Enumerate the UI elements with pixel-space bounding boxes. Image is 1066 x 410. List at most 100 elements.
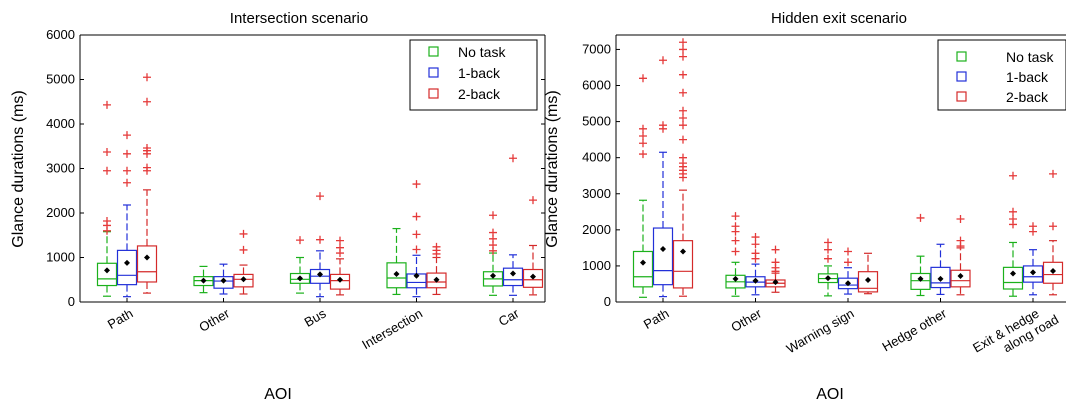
box-1-back-warning-sign bbox=[837, 247, 859, 295]
outlier-point bbox=[529, 196, 537, 205]
mean-marker bbox=[1030, 269, 1036, 276]
x-tick-label-bus: Bus bbox=[302, 305, 329, 329]
x-tick-label-path: Path bbox=[641, 306, 672, 332]
y-axis-label: Glance durations (ms) bbox=[544, 90, 561, 247]
outlier-point bbox=[824, 245, 832, 254]
mean-marker bbox=[200, 277, 207, 284]
outlier-point bbox=[103, 166, 111, 175]
box-iqr bbox=[632, 250, 654, 288]
mean-marker bbox=[752, 277, 759, 284]
outlier-point bbox=[412, 230, 421, 239]
outlier-point bbox=[639, 150, 647, 159]
mean-marker bbox=[1010, 270, 1016, 277]
outlier-point bbox=[1009, 207, 1017, 216]
y-tick-label: 3000 bbox=[46, 161, 75, 176]
box-iqr bbox=[857, 271, 879, 293]
chart-intersection: Intersection scenario Glance durations (… bbox=[10, 10, 546, 403]
outlier-point bbox=[336, 236, 344, 245]
legend-swatch-2-back bbox=[956, 91, 967, 102]
box-iqr bbox=[1042, 261, 1064, 284]
legend-label-1-back: 1-back bbox=[458, 65, 501, 81]
outlier-point bbox=[751, 233, 760, 242]
box-1-back-car bbox=[502, 154, 524, 296]
mean-marker bbox=[124, 259, 130, 266]
mean-marker bbox=[772, 279, 779, 286]
outlier-point bbox=[123, 178, 131, 187]
y-tick-label: 1000 bbox=[46, 250, 75, 265]
box-no-task-path bbox=[632, 74, 654, 298]
mean-marker bbox=[220, 277, 227, 284]
legend-label-no-task: No task bbox=[458, 44, 506, 60]
mean-marker bbox=[510, 270, 516, 277]
box-iqr bbox=[652, 227, 674, 286]
mean-marker bbox=[413, 272, 420, 279]
outlier-point bbox=[123, 131, 131, 140]
box-1-back-other bbox=[745, 233, 766, 296]
outlier-point bbox=[412, 212, 421, 221]
outlier-point bbox=[639, 124, 647, 133]
outlier-point bbox=[509, 154, 517, 163]
outlier-point bbox=[679, 45, 687, 54]
box-2-back-car bbox=[522, 196, 544, 296]
box-plots bbox=[96, 73, 544, 298]
mean-marker bbox=[1050, 267, 1056, 274]
mean-marker bbox=[317, 271, 323, 278]
box-2-back-other bbox=[233, 229, 254, 295]
outlier-point bbox=[412, 180, 421, 189]
mean-marker bbox=[865, 276, 871, 283]
box-iqr bbox=[837, 277, 859, 290]
legend-label-2-back: 2-back bbox=[458, 86, 501, 102]
box-no-task-hedge-other bbox=[910, 213, 931, 297]
outlier-point bbox=[143, 73, 151, 82]
outlier-point bbox=[824, 238, 832, 247]
mean-marker bbox=[640, 259, 646, 266]
y-tick-label: 1000 bbox=[582, 258, 611, 273]
outlier-point bbox=[123, 166, 131, 175]
mean-marker bbox=[917, 275, 924, 282]
x-tick-label-path: Path bbox=[105, 306, 136, 332]
box-no-task-other bbox=[193, 265, 214, 294]
outlier-point bbox=[639, 74, 647, 83]
y-tick-label: 0 bbox=[604, 294, 611, 309]
outlier-point bbox=[639, 139, 647, 148]
outlier-point bbox=[824, 254, 832, 263]
box-iqr bbox=[329, 273, 351, 290]
box-plots bbox=[632, 38, 1064, 298]
box-iqr bbox=[522, 268, 544, 288]
box-iqr bbox=[930, 266, 951, 289]
outlier-point bbox=[956, 215, 965, 224]
outlier-point bbox=[103, 217, 111, 226]
y-tick-label: 6000 bbox=[46, 27, 75, 42]
box-iqr bbox=[136, 245, 158, 283]
mean-marker bbox=[732, 275, 739, 282]
outlier-point bbox=[239, 229, 248, 238]
box-iqr bbox=[116, 249, 138, 286]
outlier-point bbox=[844, 258, 852, 267]
y-tick-label: 6000 bbox=[582, 78, 611, 93]
box-2-back-exit-hedge-along-road bbox=[1042, 169, 1064, 296]
chart-title: Hidden exit scenario bbox=[771, 10, 907, 27]
mean-marker bbox=[660, 245, 666, 252]
box-1-back-path bbox=[652, 56, 674, 298]
outlier-point bbox=[916, 213, 925, 222]
box-no-task-car bbox=[482, 211, 504, 296]
box-iqr bbox=[1002, 266, 1024, 290]
mean-marker bbox=[845, 280, 851, 287]
y-tick-label: 2000 bbox=[46, 205, 75, 220]
x-tick-label-other: Other bbox=[728, 305, 764, 335]
box-iqr bbox=[426, 272, 447, 289]
outlier-point bbox=[771, 258, 780, 267]
outlier-point bbox=[679, 121, 687, 130]
outlier-point bbox=[639, 132, 647, 141]
legend-swatch-2-back bbox=[428, 88, 439, 99]
outlier-point bbox=[679, 70, 687, 79]
outlier-point bbox=[1049, 169, 1057, 178]
outlier-point bbox=[1009, 215, 1017, 224]
outlier-point bbox=[731, 236, 740, 245]
box-iqr bbox=[1022, 265, 1044, 283]
box-iqr bbox=[289, 272, 311, 284]
box-1-back-path bbox=[116, 131, 138, 298]
y-tick-label: 5000 bbox=[46, 72, 75, 87]
box-iqr bbox=[950, 269, 971, 288]
